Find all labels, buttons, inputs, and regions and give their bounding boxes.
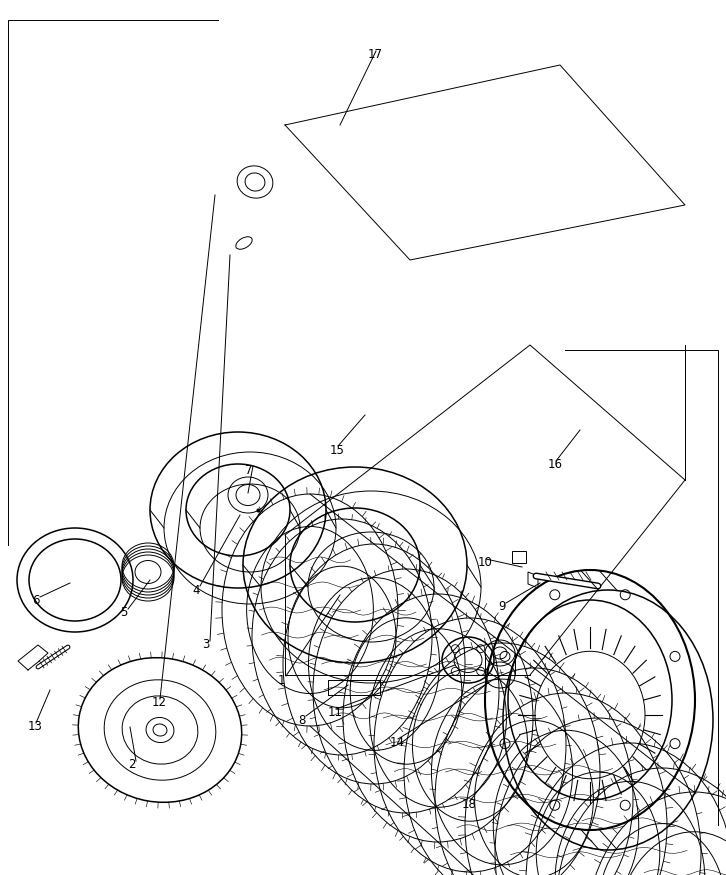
Text: 14: 14 bbox=[390, 737, 405, 750]
Text: 13: 13 bbox=[28, 720, 43, 733]
Text: 17: 17 bbox=[368, 48, 383, 61]
Text: 2: 2 bbox=[128, 759, 136, 772]
Text: 5: 5 bbox=[120, 606, 127, 620]
Text: 11: 11 bbox=[328, 706, 343, 719]
Text: 6: 6 bbox=[32, 594, 39, 607]
Text: 9: 9 bbox=[498, 600, 505, 613]
Text: 8: 8 bbox=[298, 713, 306, 726]
Text: 3: 3 bbox=[202, 639, 209, 652]
Text: 12: 12 bbox=[152, 696, 167, 710]
Text: 18: 18 bbox=[462, 799, 477, 811]
Text: 7: 7 bbox=[245, 464, 253, 477]
Text: 1: 1 bbox=[278, 674, 285, 687]
Ellipse shape bbox=[236, 237, 252, 249]
Text: 10: 10 bbox=[478, 556, 493, 570]
Text: 15: 15 bbox=[330, 444, 345, 457]
Text: 4: 4 bbox=[192, 584, 200, 597]
Text: 16: 16 bbox=[548, 458, 563, 472]
